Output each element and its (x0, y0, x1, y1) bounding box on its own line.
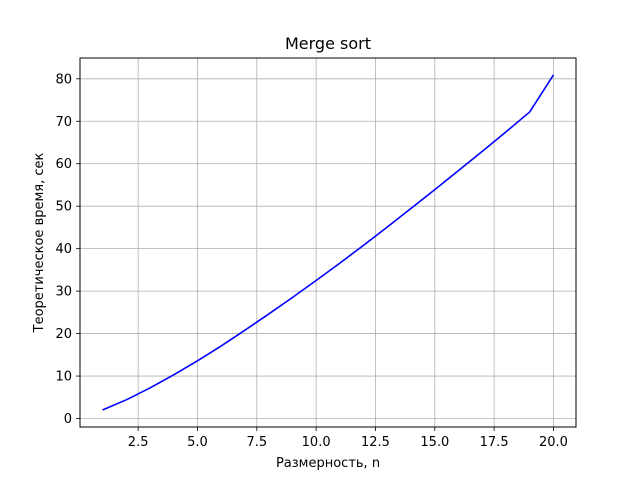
y-tick-label: 70 (55, 115, 72, 130)
x-axis-label: Размерность, n (276, 456, 380, 471)
x-tick-label: 7.5 (246, 435, 267, 450)
ticks: 2.5 5.0 7.5 10.0 12.5 15.0 17.5 20.0 0 10 20 30 40 50… (55, 72, 567, 450)
y-tick-label: 60 (55, 157, 72, 172)
x-tick-label: 2.5 (128, 435, 149, 450)
plot-area (102, 74, 555, 411)
grid (80, 58, 576, 427)
series-line (102, 74, 555, 411)
x-tick-label: 5.0 (187, 435, 208, 450)
y-tick-label: 10 (55, 370, 72, 385)
x-tick-label: 12.5 (361, 435, 390, 450)
x-tick-label: 15.0 (420, 435, 449, 450)
y-tick-label: 20 (55, 327, 72, 342)
y-tick-label: 50 (55, 200, 72, 215)
x-tick-label: 17.5 (480, 435, 509, 450)
y-tick-label: 80 (55, 72, 72, 87)
axes-frame (79, 57, 577, 428)
x-tick-label: 20.0 (539, 435, 568, 450)
y-axis-label: Теоретическое время, сек (32, 152, 47, 333)
y-tick-label: 30 (55, 285, 72, 300)
y-tick-label: 0 (64, 412, 72, 427)
chart-title: Merge sort (285, 34, 371, 53)
y-tick-label: 40 (55, 242, 72, 257)
x-tick-label: 10.0 (302, 435, 331, 450)
